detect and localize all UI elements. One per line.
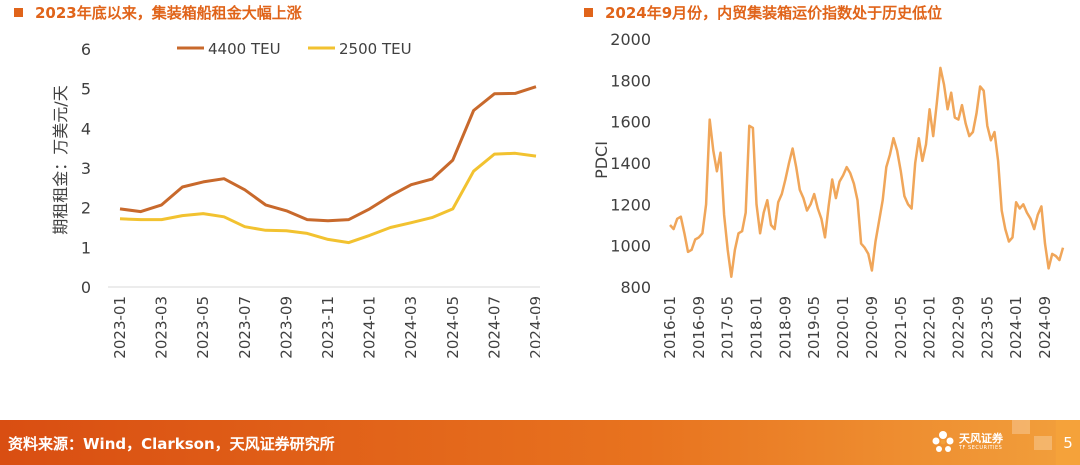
right-chart-title-text: 2024年9月份，内贸集装箱运价指数处于历史低位 bbox=[605, 4, 943, 22]
x-tick-label: 2016-01 bbox=[661, 296, 679, 359]
x-tick-label: 2023-11 bbox=[319, 296, 337, 359]
y-tick-label: 3 bbox=[81, 159, 91, 178]
company-logo: 天风证券 TF SECURITIES bbox=[931, 429, 1003, 455]
x-tick-label: 2024-01 bbox=[1007, 296, 1025, 359]
footer-bar: 资料来源：Wind，Clarkson，天风证券研究所 天风证券 TF SECUR… bbox=[0, 420, 1080, 465]
logo-subtitle: TF SECURITIES bbox=[959, 445, 1003, 451]
x-tick-label: 2022-09 bbox=[949, 296, 967, 359]
x-tick-label: 2023-05 bbox=[194, 296, 212, 359]
left-chart-title-text: 2023年底以来，集装箱船租金大幅上涨 bbox=[35, 4, 302, 22]
page-number: 5 bbox=[1063, 433, 1073, 452]
right-chart-title: 2024年9月份，内贸集装箱运价指数处于历史低位 bbox=[584, 2, 942, 23]
title-bullet-icon bbox=[584, 8, 593, 17]
x-tick-label: 2019-05 bbox=[805, 296, 823, 359]
source-note: 资料来源：Wind，Clarkson，天风证券研究所 bbox=[8, 435, 335, 453]
y-tick-label: 800 bbox=[620, 278, 651, 297]
x-tick-label: 2024-03 bbox=[402, 296, 420, 359]
legend-label: 4400 TEU bbox=[208, 40, 281, 58]
y-tick-label: 5 bbox=[81, 80, 91, 99]
legend-label: 2500 TEU bbox=[339, 40, 412, 58]
charter-rate-chart: 期租租金：万美元/天 4400 TEU 2500 TEU 0 1 2 3 4 5 6 2023… bbox=[51, 40, 540, 359]
x-tick-label: 2024-09 bbox=[527, 296, 540, 359]
left-legend: 4400 TEU 2500 TEU bbox=[177, 40, 412, 58]
x-tick-label: 2018-09 bbox=[776, 296, 794, 359]
x-tick-label: 2024-01 bbox=[361, 296, 379, 359]
x-tick-label: 2020-01 bbox=[834, 296, 852, 359]
y-tick-label: 1 bbox=[81, 238, 91, 257]
x-tick-label: 2023-01 bbox=[111, 296, 129, 359]
y-tick-label: 0 bbox=[81, 278, 91, 297]
y-tick-label: 1600 bbox=[610, 113, 651, 132]
decorative-square bbox=[1034, 436, 1052, 450]
x-tick-label: 2024-07 bbox=[485, 296, 503, 359]
decorative-square bbox=[1012, 420, 1030, 434]
y-tick-label: 2000 bbox=[610, 30, 651, 49]
y-tick-label: 2 bbox=[81, 199, 91, 218]
y-tick-label: 1800 bbox=[610, 71, 651, 90]
x-tick-label: 2021-05 bbox=[892, 296, 910, 359]
logo-name: 天风证券 bbox=[959, 432, 1003, 445]
right-y-axis-label: PDCI bbox=[592, 141, 611, 179]
series-line bbox=[119, 85, 537, 223]
page-number-box: 5 bbox=[1056, 420, 1080, 465]
x-tick-label: 2023-07 bbox=[236, 296, 254, 359]
x-tick-label: 2018-01 bbox=[748, 296, 766, 359]
x-tick-label: 2022-01 bbox=[921, 296, 939, 359]
y-tick-label: 1200 bbox=[610, 195, 651, 214]
left-chart-title: 2023年底以来，集装箱船租金大幅上涨 bbox=[14, 2, 302, 23]
pdci-series-line bbox=[669, 66, 1065, 278]
flower-logo-icon bbox=[932, 431, 954, 452]
y-tick-label: 1000 bbox=[610, 237, 651, 256]
series-line bbox=[119, 151, 537, 245]
x-tick-label: 2023-03 bbox=[153, 296, 171, 359]
x-tick-label: 2024-09 bbox=[1036, 296, 1054, 359]
x-tick-label: 2023-05 bbox=[978, 296, 996, 359]
x-tick-label: 2016-09 bbox=[690, 296, 708, 359]
pdci-chart: PDCI 800 1000 1200 1400 1600 1800 2000 2016-01… bbox=[592, 30, 1065, 359]
x-tick-label: 2023-09 bbox=[277, 296, 295, 359]
x-tick-label: 2017-05 bbox=[719, 296, 737, 359]
y-tick-label: 1400 bbox=[610, 154, 651, 173]
x-tick-label: 2024-05 bbox=[444, 296, 462, 359]
y-tick-label: 6 bbox=[81, 40, 91, 59]
title-bullet-icon bbox=[14, 8, 23, 17]
x-tick-label: 2020-09 bbox=[863, 296, 881, 359]
y-tick-label: 4 bbox=[81, 119, 91, 138]
left-y-axis-label: 期租租金：万美元/天 bbox=[51, 85, 70, 234]
